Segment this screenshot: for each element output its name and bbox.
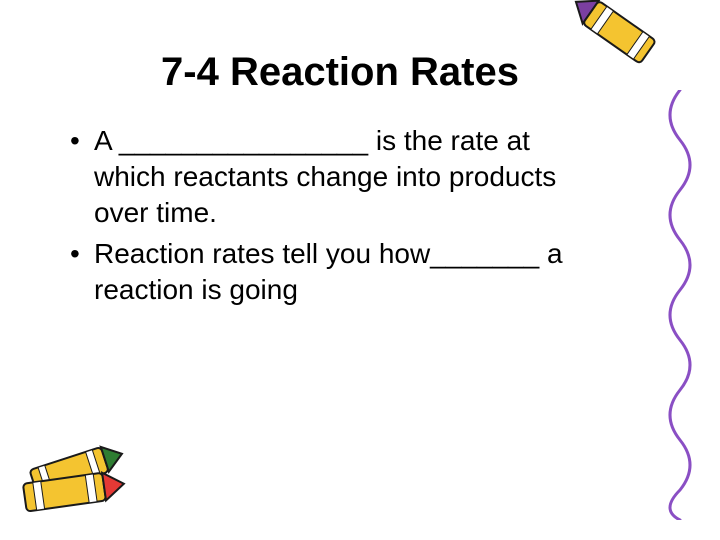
squiggle-icon [650,90,710,520]
slide: 7-4 Reaction Rates A ________________ is… [0,0,720,540]
list-item: A ________________ is the rate at which … [70,123,600,230]
slide-title: 7-4 Reaction Rates [90,50,590,95]
list-item: Reaction rates tell you how_______ a rea… [70,236,600,308]
crayon-pair-icon [10,410,150,530]
bullet-list: A ________________ is the rate at which … [50,123,600,308]
